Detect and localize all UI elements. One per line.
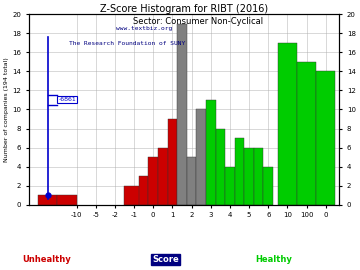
Text: Score: Score [152, 255, 179, 264]
Text: Healthy: Healthy [255, 255, 292, 264]
Text: Unhealthy: Unhealthy [22, 255, 71, 264]
Bar [187, 157, 196, 205]
Bar [264, 167, 273, 205]
Bar [57, 195, 77, 205]
Text: The Research Foundation of SUNY: The Research Foundation of SUNY [69, 41, 185, 46]
Bar [278, 43, 297, 205]
Bar [125, 186, 144, 205]
Bar [206, 100, 216, 205]
Bar [177, 24, 187, 205]
Bar [139, 176, 148, 205]
Bar [297, 62, 316, 205]
Bar [244, 148, 254, 205]
Bar [316, 71, 336, 205]
Text: Sector: Consumer Non-Cyclical: Sector: Consumer Non-Cyclical [133, 17, 263, 26]
Y-axis label: Number of companies (194 total): Number of companies (194 total) [4, 57, 9, 162]
Title: Z-Score Histogram for RIBT (2016): Z-Score Histogram for RIBT (2016) [100, 4, 268, 14]
Bar [196, 109, 206, 205]
Bar [254, 148, 264, 205]
Text: -6861: -6861 [58, 97, 76, 102]
Bar [38, 195, 57, 205]
Text: #cc0000: #cc0000 [184, 240, 190, 241]
Text: www.textbiz.org: www.textbiz.org [116, 26, 172, 31]
Bar [216, 129, 225, 205]
Bar [225, 167, 235, 205]
Bar [148, 157, 158, 205]
Bar [158, 148, 168, 205]
Bar [235, 138, 244, 205]
Bar [168, 119, 177, 205]
